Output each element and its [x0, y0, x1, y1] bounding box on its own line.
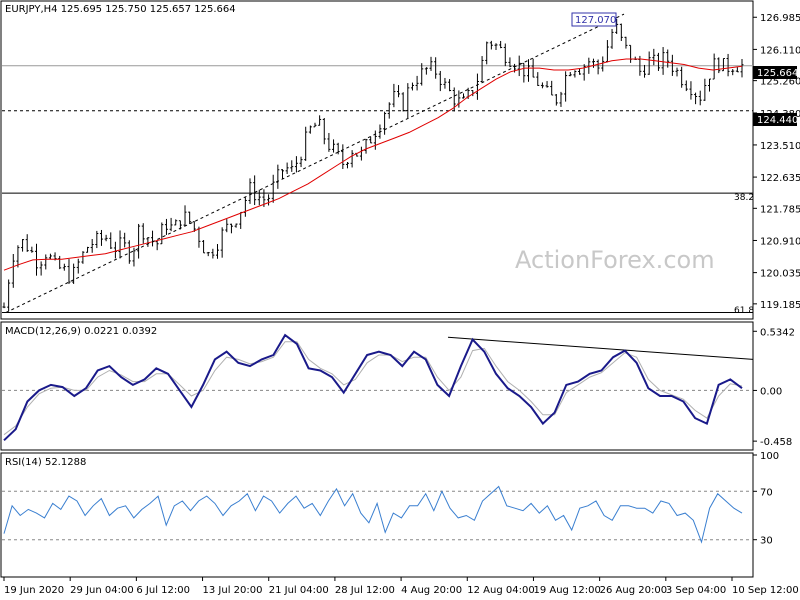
x-tick-label: 4 Aug 20:00	[401, 585, 462, 596]
ema-line	[3, 58, 743, 271]
fib-382-label: 38.2	[734, 193, 754, 203]
macd-group: 0.5342 0.00 -0.458	[2, 327, 795, 448]
support-price-badge	[753, 113, 797, 126]
macd-pane-title: MACD(12,26,9) 0.0221 0.0392	[5, 326, 157, 337]
x-tick-label: 13 Jul 20:00	[203, 585, 263, 596]
x-tick-label: 28 Jul 12:00	[335, 585, 395, 596]
x-tick-label: 3 Sep 04:00	[666, 585, 726, 596]
price-tick-label: 126.110	[760, 45, 800, 56]
x-tick-label: 29 Jun 04:00	[70, 585, 134, 596]
macd-tick-label: -0.458	[760, 437, 792, 448]
price-tick-label: 119.185	[760, 300, 800, 311]
price-tick-label: 120.035	[760, 269, 800, 280]
last-price-label: 125.664	[757, 68, 798, 79]
price-levels	[2, 65, 753, 313]
fib-618-label: 61.8	[734, 306, 754, 316]
candles	[2, 18, 744, 312]
macd-line	[3, 333, 743, 442]
price-tick-label: 121.785	[760, 204, 800, 215]
x-axis: 19 Jun 2020 29 Jun 04:00 6 Jul 12:00 13 Jul…	[3, 577, 799, 596]
x-tick-label: 10 Sep 12:00	[732, 585, 799, 596]
rsi-line	[3, 485, 743, 544]
x-tick-label: 21 Jul 04:00	[269, 585, 329, 596]
watermark: ActionForex.com	[515, 246, 715, 274]
price-trendline	[5, 13, 625, 313]
macd-signal-line	[3, 341, 743, 436]
macd-pane-frame	[0, 321, 754, 451]
macd-tick-label: 0.00	[760, 386, 782, 397]
price-pane-frame	[0, 0, 754, 320]
macd-tick-label: 0.5342	[760, 327, 795, 338]
support-price-label: 124.440	[757, 115, 798, 126]
price-tick-label: 120.910	[760, 236, 800, 247]
ema-group	[3, 58, 743, 271]
rsi-group: 100 70 30	[2, 451, 779, 547]
x-tick-label: 12 Aug 04:00	[467, 585, 534, 596]
rsi-tick-label: 30	[760, 536, 773, 547]
price-tick-label: 122.635	[760, 173, 800, 184]
rsi-tick-label: 70	[760, 487, 773, 498]
macd-trendline	[447, 336, 754, 360]
trend-group	[5, 13, 754, 360]
rsi-pane-frame	[0, 452, 754, 578]
x-tick-label: 19 Jun 2020	[4, 585, 64, 596]
x-tick-label: 6 Jul 12:00	[136, 585, 190, 596]
x-tick-label: 26 Aug 20:00	[600, 585, 667, 596]
peak-label: 127.070	[575, 15, 616, 26]
rsi-tick-label: 100	[760, 451, 779, 462]
price-tick-label: 125.260	[760, 77, 800, 88]
x-tick-label: 19 Aug 12:00	[533, 585, 600, 596]
price-tick-label: 126.985	[760, 13, 800, 24]
last-price-badge	[753, 66, 797, 79]
peak-label-box	[571, 12, 617, 27]
price-pane-title: EURJPY,H4 125.695 125.750 125.657 125.66…	[5, 4, 236, 15]
rsi-pane-title: RSI(14) 52.1288	[5, 457, 86, 468]
price-tick-label: 123.510	[760, 141, 800, 152]
price-axis: 126.985126.110125.260124.380123.510122.6…	[753, 13, 800, 311]
